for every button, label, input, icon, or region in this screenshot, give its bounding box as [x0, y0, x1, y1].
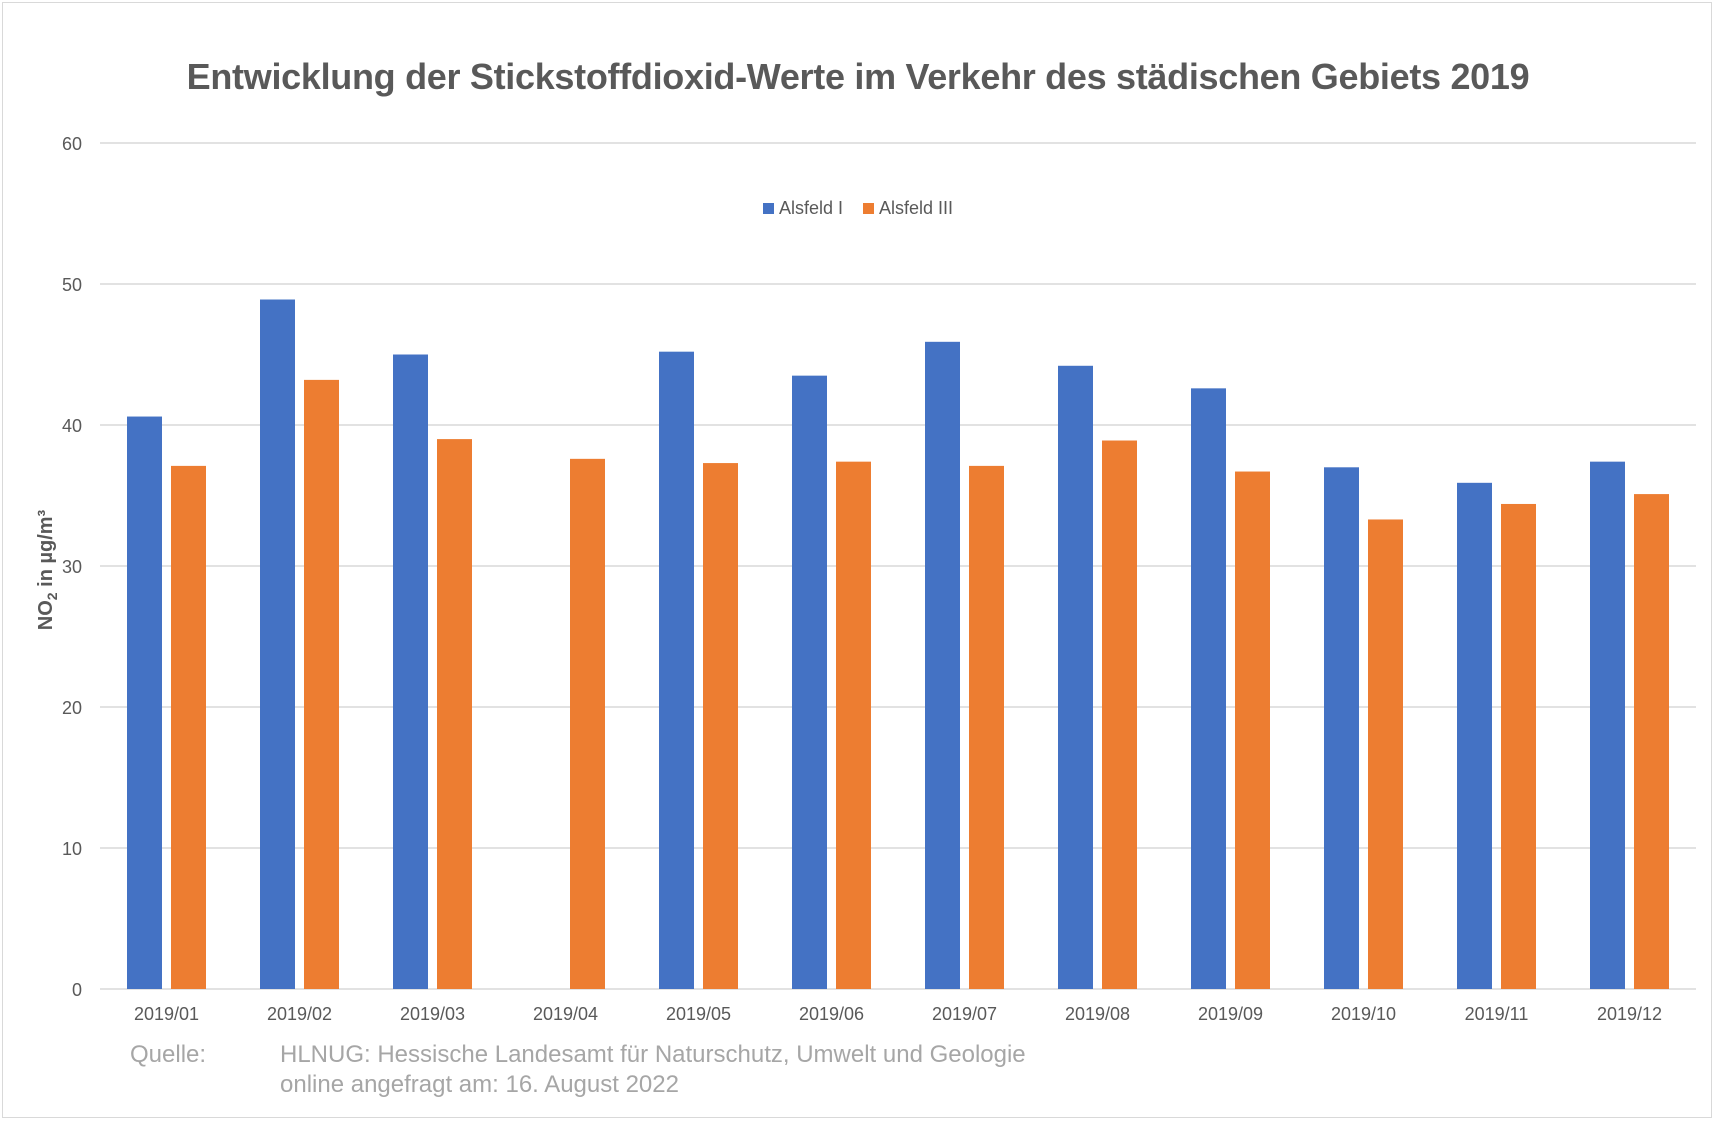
bar-alsfeld-i-2019-11 — [1457, 482, 1492, 989]
bar-alsfeld-iii-2019-08 — [1102, 440, 1137, 989]
legend-item-alsfeld-i: Alsfeld I — [762, 198, 843, 219]
x-tick-label: 2019/08 — [1065, 1004, 1130, 1024]
y-tick-label: 60 — [62, 134, 82, 154]
bar-alsfeld-i-2019-09 — [1191, 388, 1226, 990]
y-tick-label: 20 — [62, 698, 82, 718]
y-axis-label: NO2 in µg/m³ — [35, 509, 60, 630]
y-tick-label: 30 — [62, 557, 82, 577]
x-tick-label: 2019/03 — [400, 1004, 465, 1024]
legend-label-alsfeld-i: Alsfeld I — [778, 198, 843, 218]
bar-alsfeld-i-2019-02 — [260, 299, 295, 989]
bar-alsfeld-iii-2019-07 — [969, 465, 1004, 989]
bar-alsfeld-i-2019-01 — [127, 416, 162, 989]
chart-title: Entwicklung der Stickstoffdioxid-Werte i… — [186, 56, 1530, 97]
bar-alsfeld-i-2019-03 — [393, 354, 428, 989]
y-tick-label: 50 — [62, 275, 82, 295]
bar-alsfeld-iii-2019-11 — [1501, 503, 1536, 989]
bar-alsfeld-iii-2019-02 — [304, 379, 339, 989]
legend-swatch-alsfeld-i — [762, 203, 774, 214]
bar-alsfeld-i-2019-06 — [792, 375, 827, 989]
x-tick-label: 2019/01 — [134, 1004, 199, 1024]
x-tick-label: 2019/09 — [1198, 1004, 1263, 1024]
bar-alsfeld-iii-2019-09 — [1235, 471, 1270, 989]
x-tick-label: 2019/12 — [1597, 1004, 1662, 1024]
bar-alsfeld-i-2019-08 — [1058, 365, 1093, 989]
bar-alsfeld-iii-2019-03 — [437, 439, 472, 990]
bar-alsfeld-iii-2019-01 — [171, 465, 206, 989]
x-tick-label: 2019/02 — [267, 1004, 332, 1024]
y-tick-label: 0 — [72, 980, 82, 1000]
y-tick-label: 40 — [62, 416, 82, 436]
x-tick-label: 2019/10 — [1331, 1004, 1396, 1024]
bar-alsfeld-iii-2019-12 — [1634, 494, 1669, 989]
bar-alsfeld-iii-2019-05 — [703, 463, 738, 989]
x-tick-label: 2019/05 — [666, 1004, 731, 1024]
source-line-2: online angefragt am: 16. August 2022 — [280, 1071, 679, 1098]
bar-alsfeld-iii-2019-10 — [1368, 519, 1403, 989]
bar-alsfeld-iii-2019-04 — [570, 458, 605, 990]
y-tick-label: 10 — [62, 839, 82, 859]
legend: Alsfeld I Alsfeld III — [0, 198, 1716, 219]
bar-alsfeld-i-2019-12 — [1590, 461, 1625, 989]
bar-alsfeld-i-2019-10 — [1324, 467, 1359, 989]
bar-alsfeld-i-2019-07 — [925, 341, 960, 989]
x-tick-label: 2019/06 — [799, 1004, 864, 1024]
legend-label-alsfeld-iii: Alsfeld III — [879, 198, 954, 218]
legend-swatch-alsfeld-iii — [863, 203, 874, 214]
source-line-1: HLNUG: Hessische Landesamt für Naturschu… — [280, 1041, 1026, 1068]
x-tick-label: 2019/11 — [1465, 1004, 1529, 1024]
x-tick-label: 2019/07 — [932, 1004, 997, 1024]
bar-alsfeld-iii-2019-06 — [836, 461, 871, 989]
legend-item-alsfeld-iii: Alsfeld III — [863, 198, 953, 219]
source-label: Quelle: — [130, 1041, 207, 1068]
x-tick-label: 2019/04 — [533, 1004, 598, 1024]
bar-alsfeld-i-2019-05 — [659, 351, 694, 989]
